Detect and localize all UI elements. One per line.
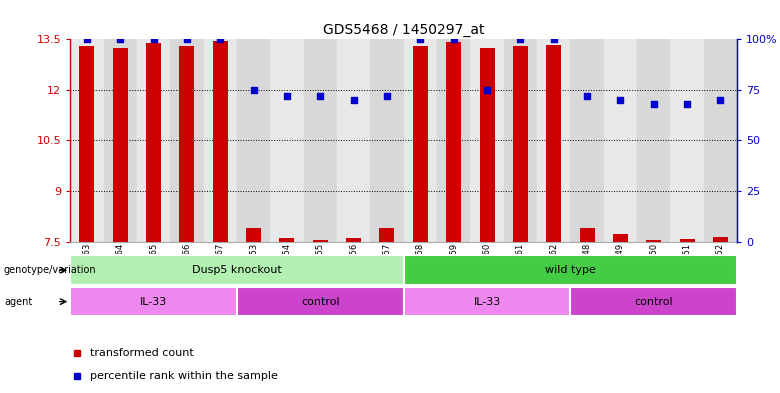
Bar: [670, 39, 704, 242]
Bar: [413, 46, 427, 242]
Bar: [637, 39, 670, 242]
Point: [414, 36, 427, 42]
Bar: [403, 39, 437, 242]
Point: [714, 97, 727, 103]
Point: [548, 36, 560, 42]
Point: [214, 36, 226, 42]
Bar: [279, 238, 294, 242]
Bar: [713, 237, 728, 242]
Bar: [403, 255, 737, 285]
Point: [681, 101, 693, 107]
Point: [614, 97, 626, 103]
Point: [514, 36, 526, 42]
Bar: [604, 39, 637, 242]
Bar: [570, 287, 737, 316]
Bar: [113, 48, 128, 242]
Bar: [380, 228, 395, 242]
Bar: [570, 39, 604, 242]
Text: transformed count: transformed count: [90, 348, 194, 358]
Bar: [546, 45, 561, 242]
Point: [448, 36, 460, 42]
Bar: [403, 287, 570, 316]
Title: GDS5468 / 1450297_at: GDS5468 / 1450297_at: [323, 23, 484, 37]
Bar: [146, 43, 161, 242]
Point: [281, 93, 293, 99]
Point: [114, 36, 126, 42]
Bar: [137, 39, 170, 242]
Bar: [580, 228, 594, 242]
Point: [314, 93, 327, 99]
Point: [647, 101, 660, 107]
Bar: [270, 39, 303, 242]
Bar: [70, 39, 104, 242]
Bar: [213, 41, 228, 242]
Bar: [204, 39, 237, 242]
Bar: [70, 287, 237, 316]
Bar: [337, 39, 370, 242]
Point: [381, 93, 393, 99]
Text: control: control: [301, 297, 339, 307]
Point: [347, 97, 360, 103]
Bar: [470, 39, 504, 242]
Bar: [537, 39, 570, 242]
Point: [581, 93, 594, 99]
Text: genotype/variation: genotype/variation: [4, 265, 97, 275]
Text: IL-33: IL-33: [473, 297, 501, 307]
Text: IL-33: IL-33: [140, 297, 167, 307]
Text: agent: agent: [4, 297, 32, 307]
Text: Dusp5 knockout: Dusp5 knockout: [192, 265, 282, 275]
Point: [480, 87, 493, 93]
Bar: [504, 39, 537, 242]
Bar: [170, 39, 204, 242]
Bar: [437, 39, 470, 242]
Text: control: control: [634, 297, 673, 307]
Bar: [70, 255, 403, 285]
Bar: [613, 234, 628, 242]
Bar: [237, 39, 270, 242]
Text: wild type: wild type: [545, 265, 596, 275]
Bar: [446, 42, 461, 242]
Bar: [313, 240, 328, 242]
Bar: [704, 39, 737, 242]
Bar: [647, 240, 661, 242]
Bar: [104, 39, 137, 242]
Bar: [513, 46, 528, 242]
Bar: [480, 48, 495, 242]
Bar: [179, 46, 194, 242]
Point: [247, 87, 260, 93]
Point: [181, 36, 193, 42]
Bar: [370, 39, 403, 242]
Bar: [679, 239, 694, 242]
Point: [80, 36, 93, 42]
Text: percentile rank within the sample: percentile rank within the sample: [90, 371, 278, 381]
Bar: [246, 228, 261, 242]
Point: [147, 36, 160, 42]
Bar: [80, 46, 94, 242]
Bar: [237, 287, 403, 316]
Bar: [346, 238, 361, 242]
Bar: [303, 39, 337, 242]
